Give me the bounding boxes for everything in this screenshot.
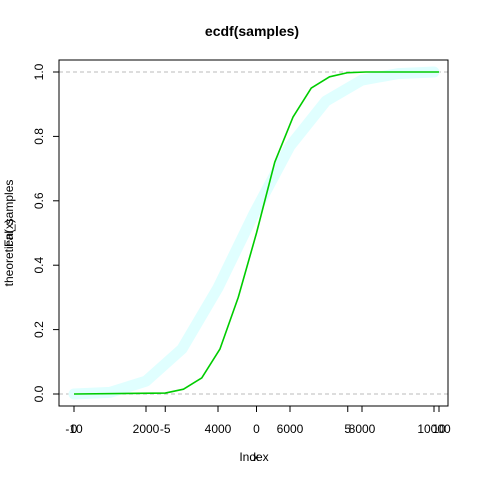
- x-primary-tick-label-1: -5: [160, 422, 171, 436]
- x-primary-tick-label-0: -10: [65, 422, 83, 436]
- plot-frame: [58, 59, 449, 407]
- x-axis-secondary: 0 2000 4000 6000 8000 10000: [71, 406, 451, 436]
- y-axis: 0.0 0.2 0.4 0.6 0.8 1.0: [32, 63, 59, 402]
- x-secondary-tick-label-3: 6000: [277, 422, 304, 436]
- y-tick-label-1: 0.2: [32, 321, 46, 338]
- x-axis-label: Index: [239, 450, 268, 464]
- series-group: [68, 66, 440, 400]
- chart-title: ecdf(samples): [205, 23, 299, 39]
- x-primary-tick-label-3: 5: [344, 422, 351, 436]
- x-secondary-tick-label-4: 8000: [349, 422, 376, 436]
- x-axis-label-overlay: x: [253, 450, 259, 464]
- x-axis-primary: -10 -5 0 5 10: [65, 406, 446, 436]
- y-tick-label-3: 0.6: [32, 192, 46, 209]
- reference-lines: [59, 71, 448, 395]
- y-axis-label-overlay: theoretical_samples: [2, 180, 16, 287]
- series-theoretical-line: [68, 66, 440, 400]
- y-tick-label-0: 0.0: [32, 385, 46, 402]
- y-axis-label: Fn(x): [2, 219, 16, 247]
- y-tick-label-4: 0.8: [32, 128, 46, 145]
- y-tick-label-2: 0.4: [32, 257, 46, 274]
- x-secondary-tick-label-1: 2000: [133, 422, 160, 436]
- x-primary-tick-label-2: 0: [253, 422, 260, 436]
- y-tick-label-5: 1.0: [32, 63, 46, 80]
- series-ecdf-line: [73, 71, 439, 395]
- x-secondary-tick-label-0: 0: [71, 422, 78, 436]
- x-secondary-tick-label-2: 4000: [205, 422, 232, 436]
- x-secondary-tick-label-5: 10000: [417, 422, 451, 436]
- x-primary-tick-label-4: 10: [432, 422, 446, 436]
